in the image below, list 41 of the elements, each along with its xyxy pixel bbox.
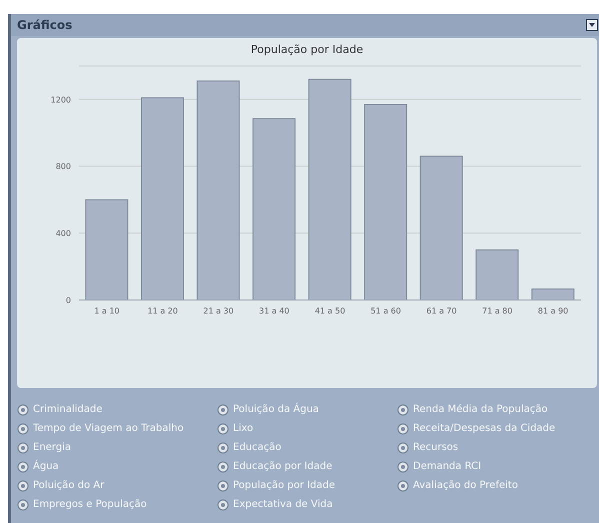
text: Renda Média da População bbox=[413, 404, 548, 415]
y-tick-label: 0 bbox=[66, 296, 71, 305]
x-tick-label: 61 a 70 bbox=[426, 306, 457, 316]
text: Avaliação do Prefeito bbox=[413, 480, 518, 491]
text: Expectativa de Vida bbox=[233, 499, 333, 510]
y-tick-label: 1200 bbox=[50, 95, 71, 104]
x-tick-label: 51 a 60 bbox=[370, 306, 401, 316]
text: Poluição do Ar bbox=[33, 480, 104, 491]
bar bbox=[420, 156, 463, 300]
y-tick-label: 400 bbox=[56, 228, 71, 238]
x-tick-label: 41 a 50 bbox=[314, 306, 346, 316]
x-tick-label: 21 a 30 bbox=[203, 306, 234, 316]
text: Poluição da Água bbox=[233, 404, 319, 415]
text: Empregos e População bbox=[33, 499, 147, 510]
text: Recursos bbox=[413, 442, 458, 453]
text: Receita/Despesas da Cidade bbox=[413, 423, 556, 434]
text: Lixo bbox=[233, 423, 254, 434]
bar bbox=[531, 288, 574, 300]
chart-title: População por Idade bbox=[250, 43, 364, 58]
text: População por Idade bbox=[233, 480, 335, 491]
bar bbox=[252, 118, 296, 300]
bar bbox=[85, 199, 128, 300]
text: Água bbox=[33, 461, 59, 472]
x-tick-label: 31 a 40 bbox=[259, 306, 290, 316]
bar bbox=[196, 80, 240, 300]
text: Tempo de Viagem ao Trabalho bbox=[33, 423, 184, 434]
y-tick-label: 800 bbox=[56, 162, 71, 172]
text: Criminalidade bbox=[33, 404, 102, 415]
x-tick-label: 11 a 20 bbox=[147, 306, 178, 316]
text: Demanda RCI bbox=[413, 461, 482, 472]
x-tick-label: 71 a 80 bbox=[482, 306, 513, 316]
x-tick-label: 81 a 90 bbox=[538, 306, 568, 316]
bar bbox=[364, 104, 408, 300]
text: Gráficos bbox=[17, 18, 72, 32]
bar bbox=[476, 249, 519, 300]
text: Energia bbox=[33, 442, 71, 453]
text: Educação bbox=[233, 442, 282, 453]
text: Educação por Idade bbox=[233, 461, 332, 472]
x-tick-label: 1 a 10 bbox=[94, 306, 120, 316]
bar bbox=[140, 97, 184, 300]
bar bbox=[308, 78, 352, 300]
